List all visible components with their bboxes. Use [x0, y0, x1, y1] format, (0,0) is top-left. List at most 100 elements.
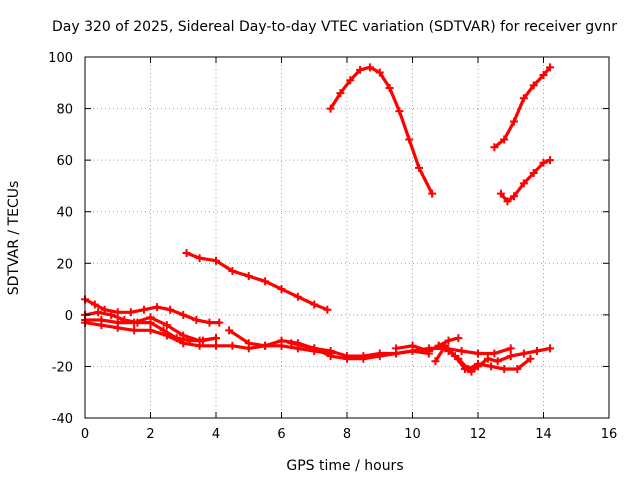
data-point-marker: [539, 71, 548, 80]
data-point-marker: [310, 344, 319, 353]
data-point-marker: [212, 256, 220, 265]
data-point-marker: [483, 354, 492, 363]
series-arc-8: [326, 63, 437, 198]
series-line: [184, 251, 329, 312]
data-point-marker: [228, 341, 237, 350]
x-tick-label: 2: [146, 427, 154, 442]
data-point-marker: [179, 331, 188, 340]
y-tick-label: 0: [65, 309, 73, 324]
series-layer: [81, 63, 555, 376]
data-point-marker: [493, 357, 502, 366]
data-point-marker: [215, 318, 224, 327]
data-point-marker: [513, 365, 522, 374]
data-point-marker: [490, 143, 499, 152]
data-point-marker: [539, 158, 548, 167]
data-point-marker: [90, 300, 99, 309]
data-point-marker: [503, 197, 512, 206]
data-point-marker: [182, 248, 191, 257]
data-point-marker: [365, 63, 374, 72]
data-point-marker: [451, 352, 460, 361]
data-point-marker: [395, 107, 404, 116]
data-point-marker: [454, 334, 463, 343]
x-tick-label: 6: [277, 427, 285, 442]
data-point-marker: [529, 81, 538, 90]
data-point-marker: [356, 65, 365, 74]
data-point-marker: [375, 68, 384, 77]
data-point-marker: [474, 349, 482, 358]
y-tick-label: 40: [56, 206, 73, 221]
data-point-marker: [510, 192, 519, 201]
data-point-marker: [457, 346, 466, 355]
data-point-marker: [94, 308, 103, 317]
data-point-marker: [529, 169, 538, 178]
data-point-marker: [195, 254, 204, 263]
data-point-marker: [212, 341, 220, 350]
data-point-marker: [467, 367, 476, 376]
data-point-marker: [107, 310, 116, 319]
data-point-marker: [287, 339, 296, 348]
series-line: [427, 336, 460, 353]
data-point-marker: [359, 354, 368, 363]
data-point-marker: [159, 326, 168, 335]
data-point-marker: [474, 362, 482, 371]
data-point-marker: [506, 352, 515, 361]
data-point-marker: [346, 76, 355, 85]
y-tick-label: -40: [52, 412, 73, 427]
data-point-marker: [130, 326, 139, 335]
data-point-marker: [424, 346, 433, 355]
data-point-marker: [162, 321, 171, 330]
data-point-marker: [195, 336, 204, 345]
data-point-marker: [490, 349, 499, 358]
data-point-marker: [277, 336, 286, 345]
series-line: [83, 321, 333, 356]
x-tick-label: 0: [81, 427, 89, 442]
data-point-marker: [153, 303, 162, 312]
data-point-marker: [326, 352, 335, 361]
series-arc-12: [490, 63, 555, 152]
y-tick-label: 60: [56, 154, 73, 169]
y-tick-label: -20: [52, 360, 73, 375]
x-tick-label: 12: [470, 427, 487, 442]
data-point-marker: [375, 352, 384, 361]
data-point-marker: [405, 135, 414, 144]
series-arc-7: [287, 339, 515, 363]
y-tick-label: 80: [56, 103, 73, 118]
data-point-marker: [500, 365, 509, 374]
series-arc-4: [81, 313, 220, 345]
series-line: [492, 65, 552, 149]
data-point-marker: [166, 305, 175, 314]
data-point-marker: [385, 83, 394, 92]
data-point-marker: [228, 267, 237, 276]
data-point-marker: [97, 316, 106, 325]
data-point-marker: [212, 334, 220, 343]
data-point-marker: [510, 117, 519, 126]
data-point-marker: [126, 308, 135, 317]
data-point-marker: [392, 344, 401, 353]
data-point-marker: [261, 277, 270, 286]
y-tick-label: 100: [48, 51, 73, 66]
data-point-marker: [139, 305, 148, 314]
chart-title: Day 320 of 2025, Sidereal Day-to-day VTE…: [52, 19, 617, 35]
data-point-marker: [130, 318, 139, 327]
data-point-marker: [546, 156, 555, 165]
data-point-marker: [546, 344, 555, 353]
data-point-marker: [428, 189, 437, 198]
series-arc-11: [424, 334, 463, 355]
data-point-marker: [434, 341, 443, 350]
series-line: [329, 65, 434, 196]
data-point-marker: [113, 308, 122, 317]
y-axis-label: SDTVAR / TECUs: [6, 181, 22, 296]
data-point-marker: [113, 318, 122, 327]
data-point-marker: [519, 179, 528, 188]
data-point-marker: [408, 341, 417, 350]
data-point-marker: [261, 341, 270, 350]
x-tick-label: 10: [404, 427, 421, 442]
data-point-marker: [460, 365, 469, 374]
data-point-marker: [277, 285, 286, 294]
data-point-marker: [336, 89, 345, 98]
series-arc-13: [496, 156, 555, 206]
data-point-marker: [343, 354, 351, 363]
data-point-marker: [487, 362, 496, 371]
y-tick-label: 20: [56, 257, 73, 272]
data-point-marker: [496, 189, 505, 198]
